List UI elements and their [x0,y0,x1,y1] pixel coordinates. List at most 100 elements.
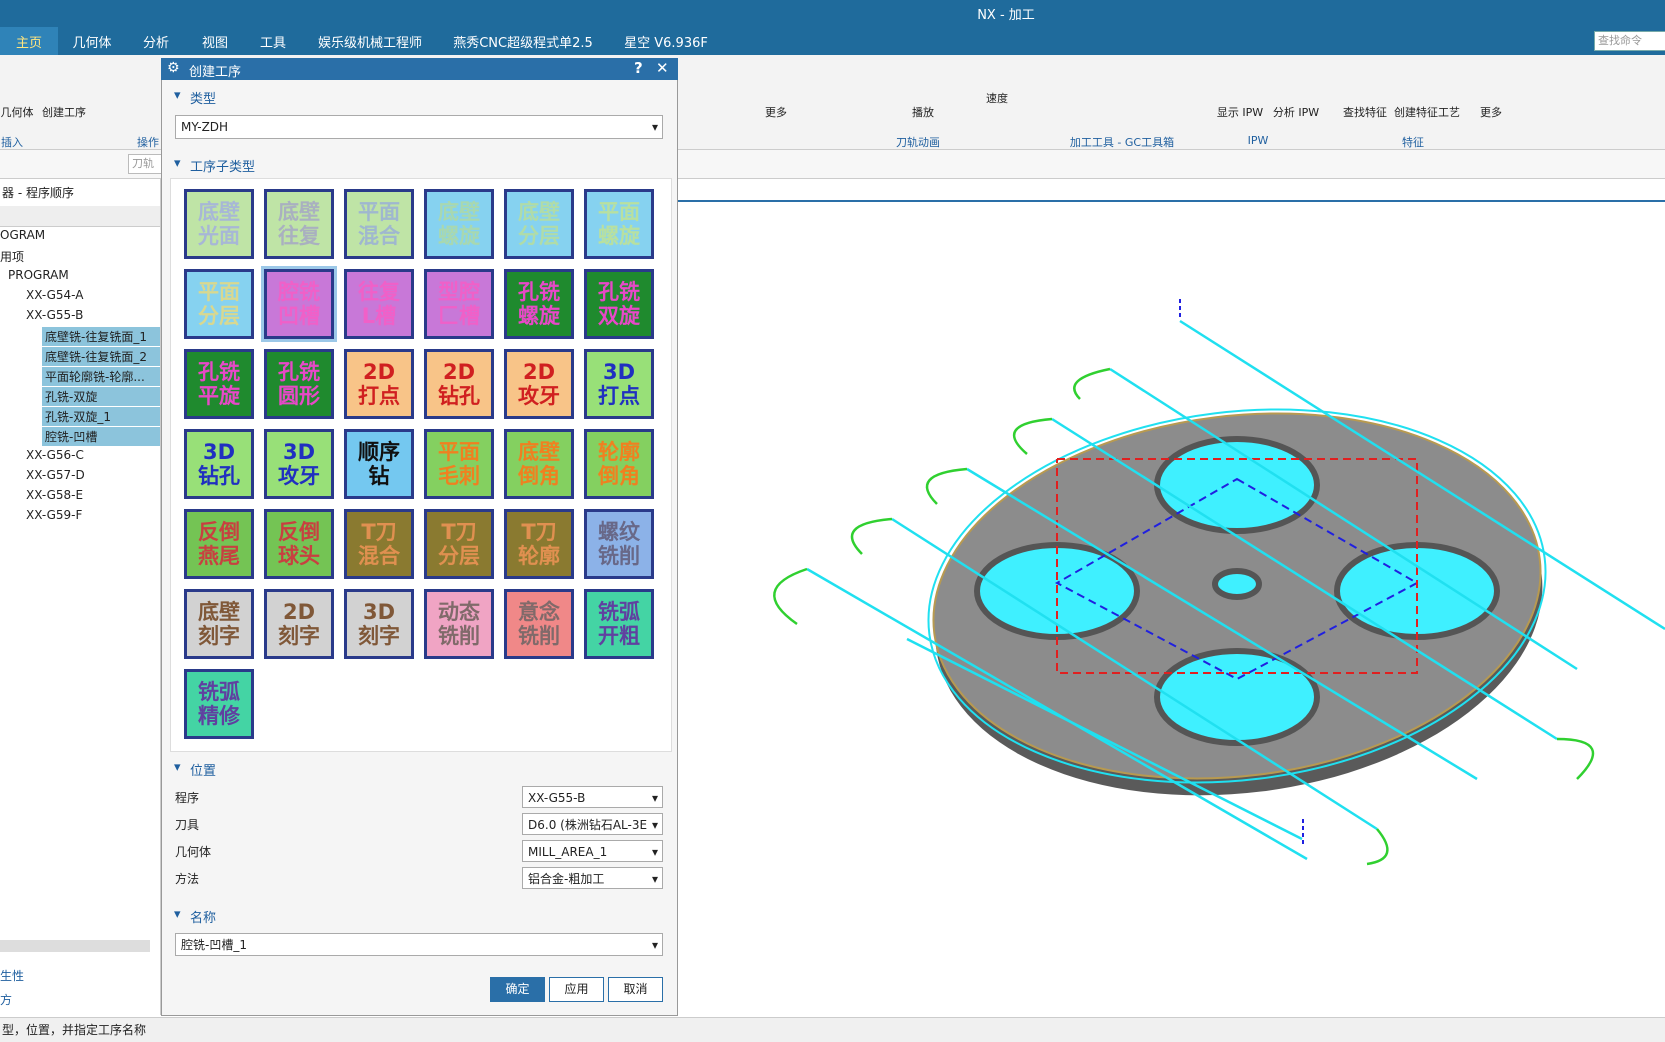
dialog-button[interactable]: 确定 [490,977,545,1002]
dialog-button[interactable]: 取消 [608,977,663,1002]
tree-item[interactable]: 孔铣-双旋_1 [45,410,111,424]
subtype-tile[interactable]: 底壁 分层 [504,189,574,259]
field-dropdown[interactable]: XX-G55-B [522,786,663,808]
menu-tab[interactable]: 星空 V6.936F [624,36,708,51]
section-toggle[interactable]: ▾ [174,88,181,103]
subtype-tile[interactable]: 平面 螺旋 [584,189,654,259]
tree-item[interactable]: XX-G54-A [26,288,84,302]
subtype-tile[interactable]: 铣弧 精修 [184,669,254,739]
subtype-tile[interactable]: 3D 打点 [584,349,654,419]
subtype-tile[interactable]: 2D 钻孔 [424,349,494,419]
section-toggle[interactable]: ▾ [174,907,181,922]
section-toggle[interactable]: ▾ [174,156,181,171]
subtype-tile[interactable]: 孔铣 圆形 [264,349,334,419]
ribbon-label[interactable]: 创建工序 [42,106,86,119]
menu-tab[interactable]: 燕秀CNC超级程式单2.5 [453,36,593,51]
subtype-tile[interactable]: 2D 刻字 [264,589,334,659]
subtype-tile[interactable]: 底壁 往复 [264,189,334,259]
section-title[interactable]: 类型 [190,92,217,107]
section-title[interactable]: 位置 [190,764,217,779]
ribbon-label[interactable]: IPW [1247,134,1269,147]
tree-item[interactable]: XX-G56-C [26,448,84,462]
subtype-tile[interactable]: 往复 L槽 [344,269,414,339]
subtype-tile[interactable]: 型腔 匚槽 [424,269,494,339]
ribbon-label[interactable]: 刀轨动画 [896,136,940,149]
tree-item[interactable]: 底壁铣-往复铣面_1 [45,330,147,344]
ribbon-label[interactable]: 插入 [1,136,23,149]
ribbon-label[interactable]: 更多 [765,106,787,119]
tile-text: 3D [202,440,236,464]
menu-tab[interactable]: 几何体 [72,36,112,51]
subtype-tile[interactable]: 底壁 螺旋 [424,189,494,259]
tree-item[interactable]: OGRAM [0,228,46,242]
subtype-tile[interactable]: 铣弧 开粗 [584,589,654,659]
menu-tab[interactable]: 视图 [201,36,229,51]
tree-item[interactable]: PROGRAM [8,268,69,282]
search-box[interactable]: 查找命令 [1594,31,1665,51]
tile-text: 分层 [518,224,560,248]
subtype-tile[interactable]: 反倒 燕尾 [184,509,254,579]
help-button[interactable]: ? [634,59,643,77]
menu-tab[interactable]: 分析 [142,36,170,51]
menu-tab[interactable]: 主页 [15,36,43,51]
subtype-tile[interactable]: 孔铣 平旋 [184,349,254,419]
dialog-button[interactable]: 应用 [549,977,604,1002]
tree-item[interactable]: 用项 [0,250,25,264]
tree-item[interactable]: 腔铣-凹槽 [45,430,98,444]
subtype-tile[interactable]: 意念 铣削 [504,589,574,659]
subtype-tile[interactable]: 动态 铣削 [424,589,494,659]
filter-box[interactable]: 刀轨 [128,154,163,174]
tree-item[interactable]: XX-G55-B [26,308,84,322]
subtype-tile[interactable]: 底壁 光面 [184,189,254,259]
tree-item[interactable]: 底壁铣-往复铣面_2 [45,350,147,364]
ribbon-label[interactable]: 操作 [137,136,159,149]
ribbon-label[interactable]: 查找特征 [1343,106,1387,119]
tree-item[interactable]: 平面轮廓铣-轮廓... [45,370,145,384]
ribbon-label[interactable]: 加工工具 - GC工具箱 [1069,136,1175,149]
close-button[interactable]: ✕ [656,59,669,77]
subtype-tile[interactable]: 腔铣 凹槽 [261,266,337,342]
field-dropdown[interactable]: MILL_AREA_1 [522,840,663,862]
subtype-tile[interactable]: 轮廓 倒角 [584,429,654,499]
subtype-tile[interactable]: T刀 混合 [344,509,414,579]
field-dropdown[interactable]: D6.0 (株洲钻石AL-3E [522,813,663,835]
subtype-tile[interactable]: 3D 攻牙 [264,429,334,499]
ribbon-label[interactable]: 播放 [912,106,934,119]
section-toggle[interactable]: ▾ [174,760,181,775]
tree-item[interactable]: XX-G58-E [26,488,84,502]
subtype-tile[interactable]: T刀 分层 [424,509,494,579]
subtype-tile[interactable]: 底壁 刻字 [184,589,254,659]
subtype-tile[interactable]: 平面 毛刺 [424,429,494,499]
ribbon-label[interactable]: 显示 IPW [1216,106,1264,119]
ribbon-label[interactable]: 创建特征工艺 [1394,106,1460,119]
name-input[interactable]: 腔铣-凹槽_1 [175,933,663,956]
subtype-tile[interactable]: 平面 混合 [344,189,414,259]
subtype-tile[interactable]: 底壁 倒角 [504,429,574,499]
subtype-tile[interactable]: 2D 打点 [344,349,414,419]
section-title[interactable]: 名称 [190,911,217,926]
subtype-tile[interactable]: T刀 轮廓 [504,509,574,579]
subtype-tile[interactable]: 2D 攻牙 [504,349,574,419]
ribbon-label[interactable]: 几何体 [0,106,34,119]
field-dropdown[interactable]: 铝合金-粗加工 [522,867,663,889]
type-dropdown[interactable]: MY-ZDH [175,115,663,139]
section-title[interactable]: 工序子类型 [190,160,256,175]
subtype-tile[interactable]: 孔铣 双旋 [584,269,654,339]
menu-tab[interactable]: 工具 [259,36,287,51]
subtype-tile[interactable]: 3D 刻字 [344,589,414,659]
tree-item[interactable]: 孔铣-双旋 [45,390,98,404]
menu-tab[interactable]: 娱乐级机械工程师 [317,36,423,51]
subtype-tile[interactable]: 反倒 球头 [264,509,334,579]
subtype-tile[interactable]: 平面 分层 [184,269,254,339]
tree-item[interactable]: XX-G57-D [26,468,85,482]
subtype-tile[interactable]: 3D 钻孔 [184,429,254,499]
subtype-tile[interactable]: 顺序钻 [344,429,414,499]
ribbon-label[interactable]: 速度 [986,92,1008,105]
tree-item[interactable]: XX-G59-F [26,508,83,522]
subtype-tile[interactable]: 孔铣 螺旋 [504,269,574,339]
ribbon-label[interactable]: 分析 IPW [1272,106,1320,119]
subtype-tile[interactable]: 螺纹 铣削 [584,509,654,579]
ribbon-label[interactable]: 特征 [1402,136,1424,149]
ribbon-label[interactable]: 更多 [1480,106,1502,119]
tile-text: 钻孔 [438,384,480,408]
